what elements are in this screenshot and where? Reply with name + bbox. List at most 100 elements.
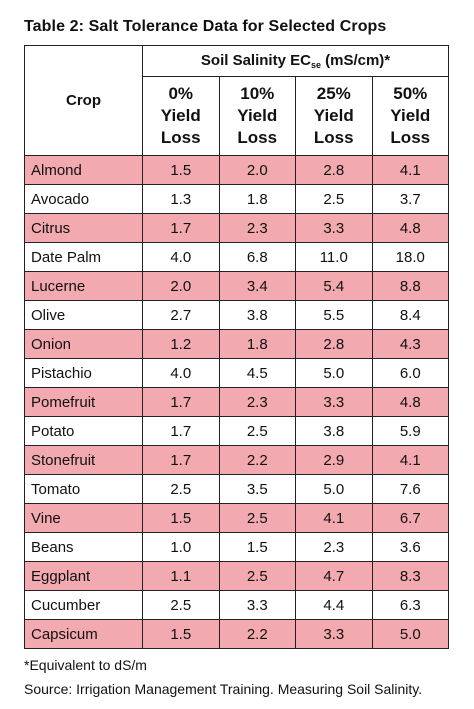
table-row: Tomato 2.5 3.5 5.0 7.6 [24, 474, 450, 504]
salinity-value-cell: 2.3 [295, 532, 373, 562]
salinity-value-cell: 2.0 [218, 155, 296, 185]
crop-name-cell: Capsicum [24, 619, 143, 649]
salinity-value-cell: 5.0 [371, 619, 450, 649]
crop-name-cell: Lucerne [24, 271, 143, 301]
salinity-value-cell: 3.3 [218, 590, 296, 620]
salinity-value-cell: 3.3 [295, 387, 373, 417]
salinity-value-cell: 2.7 [142, 300, 220, 330]
table-row: Date Palm 4.0 6.8 11.0 18.0 [24, 242, 450, 272]
salinity-value-cell: 4.8 [371, 213, 450, 243]
salinity-value-cell: 2.8 [295, 329, 373, 359]
salinity-value-cell: 1.7 [142, 213, 220, 243]
crop-name-cell: Tomato [24, 474, 143, 504]
salinity-value-cell: 3.8 [295, 416, 373, 446]
crop-name-cell: Pomefruit [24, 387, 143, 417]
crop-column-label: Crop [66, 92, 101, 109]
column-header-0pct: 0% Yield Loss [142, 76, 220, 156]
salinity-value-cell: 18.0 [371, 242, 450, 272]
group-label-units: (mS/cm)* [320, 52, 391, 69]
salinity-value-cell: 4.3 [371, 329, 450, 359]
table-row: Citrus 1.7 2.3 3.3 4.8 [24, 213, 450, 243]
salinity-value-cell: 6.3 [371, 590, 450, 620]
salinity-value-cell: 3.3 [295, 619, 373, 649]
table-row: Stonefruit 1.7 2.2 2.9 4.1 [24, 445, 450, 475]
column-header-line: Yield [313, 106, 354, 125]
salinity-value-cell: 5.9 [371, 416, 450, 446]
salinity-value-cell: 1.8 [218, 329, 296, 359]
crop-name-cell: Cucumber [24, 590, 143, 620]
salinity-value-cell: 1.7 [142, 387, 220, 417]
table-row: Onion 1.2 1.8 2.8 4.3 [24, 329, 450, 359]
crop-name-cell: Avocado [24, 184, 143, 214]
crop-name-cell: Beans [24, 532, 143, 562]
salinity-value-cell: 2.5 [218, 503, 296, 533]
salinity-value-cell: 2.3 [218, 387, 296, 417]
column-header-line: 0% [168, 84, 194, 103]
salinity-value-cell: 3.7 [371, 184, 450, 214]
salinity-value-cell: 8.8 [371, 271, 450, 301]
salinity-value-cell: 2.9 [295, 445, 373, 475]
table-row: Eggplant 1.1 2.5 4.7 8.3 [24, 561, 450, 591]
group-label-main: Soil Salinity EC [200, 52, 311, 69]
salinity-value-cell: 6.0 [371, 358, 450, 388]
salinity-value-cell: 2.5 [142, 474, 220, 504]
salinity-value-cell: 2.5 [142, 590, 220, 620]
salinity-value-cell: 4.8 [371, 387, 450, 417]
salinity-value-cell: 11.0 [295, 242, 373, 272]
column-header-line: Loss [237, 128, 278, 147]
salinity-value-cell: 4.1 [371, 445, 450, 475]
salinity-value-cell: 1.5 [218, 532, 296, 562]
table-body: Almond 1.5 2.0 2.8 4.1 Avocado 1.3 1.8 2.5 3.7 Cit… [24, 155, 450, 649]
salinity-value-cell: 4.1 [295, 503, 373, 533]
salinity-value-cell: 8.3 [371, 561, 450, 591]
salinity-value-cell: 1.8 [218, 184, 296, 214]
salinity-value-cell: 1.0 [142, 532, 220, 562]
table-row: Pomefruit 1.7 2.3 3.3 4.8 [24, 387, 450, 417]
crop-name-cell: Citrus [24, 213, 143, 243]
column-header-line: 10% [240, 84, 275, 103]
soil-salinity-group-header: Soil Salinity ECse (mS/cm)* [141, 45, 450, 77]
salinity-value-cell: 4.1 [371, 155, 450, 185]
salt-tolerance-table: Crop Soil Salinity ECse (mS/cm)* 0% Yiel… [24, 45, 450, 649]
crop-name-cell: Onion [24, 329, 143, 359]
table-row: Lucerne 2.0 3.4 5.4 8.8 [24, 271, 450, 301]
salinity-value-cell: 7.6 [371, 474, 450, 504]
salinity-value-cell: 5.0 [295, 474, 373, 504]
crop-name-cell: Pistachio [24, 358, 143, 388]
salinity-value-cell: 2.5 [295, 184, 373, 214]
salinity-value-cell: 3.8 [218, 300, 296, 330]
column-header-line: Loss [390, 128, 431, 147]
table-row: Capsicum 1.5 2.2 3.3 5.0 [24, 619, 450, 649]
table-title: Table 2: Salt Tolerance Data for Selecte… [24, 18, 387, 35]
column-header-line: 50% [393, 84, 428, 103]
column-header-line: Yield [160, 106, 201, 125]
salinity-value-cell: 4.4 [295, 590, 373, 620]
crop-name-cell: Potato [24, 416, 143, 446]
crop-name-cell: Almond [24, 155, 143, 185]
crop-column-header: Crop [24, 45, 143, 156]
salinity-value-cell: 1.5 [142, 503, 220, 533]
table-row: Avocado 1.3 1.8 2.5 3.7 [24, 184, 450, 214]
column-header-line: Yield [390, 106, 431, 125]
crop-name-cell: Olive [24, 300, 143, 330]
table-row: Potato 1.7 2.5 3.8 5.9 [24, 416, 450, 446]
table-row: Olive 2.7 3.8 5.5 8.4 [24, 300, 450, 330]
crop-name-cell: Stonefruit [24, 445, 143, 475]
salinity-value-cell: 2.8 [295, 155, 373, 185]
salinity-value-cell: 2.2 [218, 445, 296, 475]
column-header-line: 25% [316, 84, 351, 103]
salinity-value-cell: 1.5 [142, 619, 220, 649]
salinity-value-cell: 6.7 [371, 503, 450, 533]
salinity-value-cell: 3.3 [295, 213, 373, 243]
salinity-value-cell: 8.4 [371, 300, 450, 330]
column-header-10pct: 10% Yield Loss [218, 76, 296, 156]
footnote: *Equivalent to dS/m [24, 657, 147, 673]
salinity-value-cell: 5.4 [295, 271, 373, 301]
crop-name-cell: Eggplant [24, 561, 143, 591]
group-label-subscript: se [310, 60, 321, 70]
column-header-50pct: 50% Yield Loss [371, 76, 450, 156]
table-row: Cucumber 2.5 3.3 4.4 6.3 [24, 590, 450, 620]
salinity-value-cell: 5.0 [295, 358, 373, 388]
table-row: Almond 1.5 2.0 2.8 4.1 [24, 155, 450, 185]
salinity-value-cell: 4.7 [295, 561, 373, 591]
